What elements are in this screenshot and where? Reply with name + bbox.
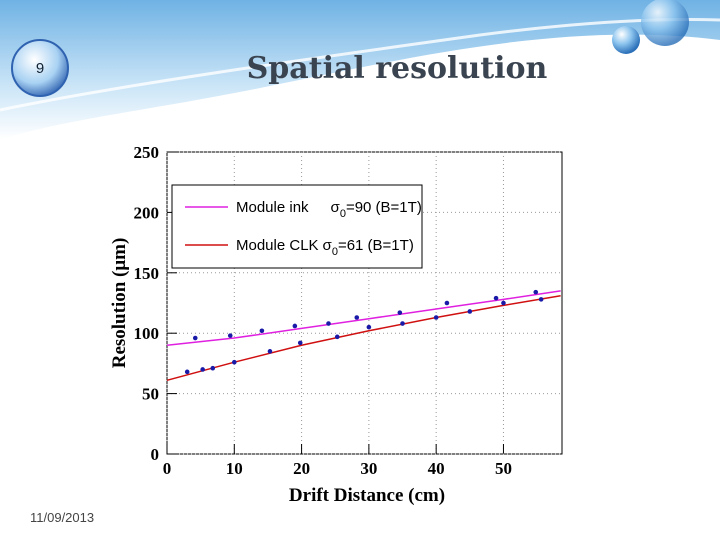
fit-line [166, 290, 561, 347]
x-tick-label: 0 [163, 459, 172, 478]
data-point [397, 310, 403, 315]
data-point [354, 315, 360, 320]
slide-number-badge [11, 39, 69, 97]
header-wave [0, 0, 720, 140]
x-tick-label: 20 [293, 459, 310, 478]
data-point [533, 289, 539, 295]
data-point [200, 367, 205, 372]
data-point [366, 324, 372, 330]
data-point [538, 297, 544, 302]
data-point [493, 295, 499, 301]
y-tick-label: 100 [134, 324, 160, 343]
data-point [231, 359, 237, 365]
y-tick-label: 0 [151, 445, 160, 464]
data-point [259, 328, 265, 334]
x-tick-label: 30 [360, 459, 377, 478]
data-point [210, 365, 216, 371]
slide-number: 9 [36, 60, 44, 77]
data-point [192, 335, 198, 341]
bubble [641, 0, 689, 46]
legend-subscript: 0 [340, 208, 346, 220]
legend-label: Module CLK σ0=61 (B=1T) [236, 237, 414, 258]
legend-label: Module ink σ0=90 (B=1T) [236, 199, 422, 220]
data-point [227, 333, 233, 338]
legend-param: =90 (B=1T) [346, 199, 422, 216]
data-point [267, 349, 273, 354]
fit-line [166, 295, 561, 382]
y-tick-label: 250 [134, 143, 160, 162]
y-tick-label: 200 [134, 203, 160, 222]
y-tick-label: 50 [142, 385, 159, 404]
data-point [444, 300, 450, 306]
data-point [184, 369, 190, 375]
plot-frame [166, 151, 563, 455]
data-point [400, 321, 405, 326]
legend-box [171, 184, 423, 269]
data-point [292, 323, 298, 329]
legend-param: =61 (B=1T) [338, 237, 414, 254]
legend-symbol: σ [331, 199, 341, 216]
x-tick-label: 40 [428, 459, 445, 478]
data-point [467, 309, 473, 314]
x-tick-label: 10 [226, 459, 243, 478]
legend-name: Module CLK [236, 237, 319, 254]
data-point [326, 321, 331, 326]
data-point [297, 340, 303, 346]
data-point [501, 300, 506, 306]
data-point [433, 315, 439, 320]
slide-title: Spatial resolution [247, 51, 548, 86]
legend-subscript: 0 [332, 246, 338, 258]
y-axis-label: Resolution (μm) [109, 238, 130, 369]
bubble [612, 26, 640, 54]
legend-symbol: σ [323, 237, 333, 254]
legend-name: Module ink [236, 199, 309, 216]
x-axis-label: Drift Distance (cm) [289, 485, 445, 506]
x-tick-label: 50 [495, 459, 512, 478]
data-point [334, 334, 340, 340]
y-tick-label: 150 [134, 264, 160, 283]
date: 11/09/2013 [30, 510, 94, 525]
